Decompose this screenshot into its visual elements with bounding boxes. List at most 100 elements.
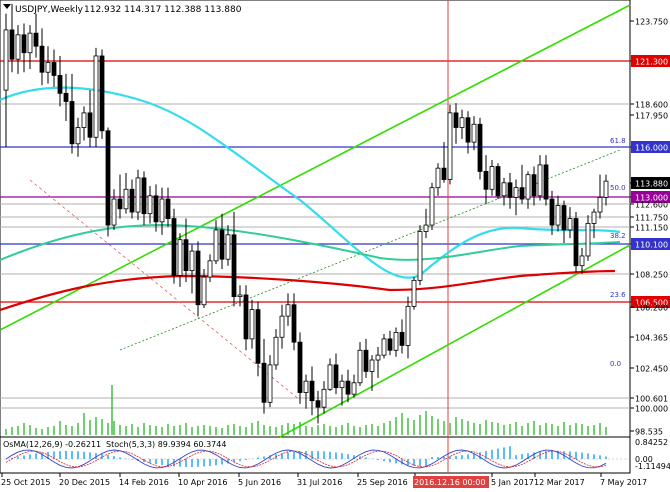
candle (567, 207, 573, 239)
candle (597, 174, 603, 219)
candle (357, 342, 363, 387)
candle (153, 184, 159, 232)
candle (303, 374, 309, 409)
price-axis-label: 110.100 (635, 241, 668, 250)
date-axis-label: 5 Jun 2016 (238, 478, 281, 487)
candle (483, 155, 489, 204)
candle (375, 347, 381, 378)
candle (591, 208, 597, 239)
candle (81, 106, 87, 141)
date-axis-label: 7 May 2017 (600, 478, 647, 487)
candle (225, 225, 231, 266)
candle (489, 160, 495, 196)
candle (243, 285, 249, 351)
price-axis-label: 100.000 (635, 405, 668, 414)
candle (477, 117, 483, 180)
price-axis-label: 111.750 (635, 214, 668, 223)
osma-label: OsMA(12,26,9) -0.26211 (3, 440, 101, 449)
dropdown-triangle-icon[interactable] (3, 4, 11, 9)
candle (135, 169, 141, 221)
chart-header: USDJPY,Weekly 112.932 114.317 112.388 11… (3, 2, 242, 15)
candle (393, 327, 399, 357)
candle (255, 301, 261, 377)
candle (51, 49, 57, 87)
fib-level-label: 0.0 (610, 360, 621, 368)
candle (237, 285, 243, 307)
price-axis-label: 116.000 (635, 144, 668, 153)
candle (171, 208, 177, 284)
candle (543, 155, 549, 206)
candle (213, 220, 219, 265)
candle (183, 218, 189, 282)
candle (117, 174, 123, 219)
candle (573, 212, 579, 273)
candle (321, 381, 327, 414)
candle (363, 338, 369, 378)
candle (525, 171, 531, 209)
date-axis-label: 25 Sep 2016 (357, 478, 408, 487)
candle (123, 173, 129, 214)
candle (207, 254, 213, 282)
candle (201, 268, 207, 308)
candle (399, 319, 405, 354)
candle (555, 195, 561, 232)
candle (531, 166, 537, 206)
candle (333, 353, 339, 395)
candle (9, 3, 15, 73)
candle (105, 127, 111, 237)
candle (435, 163, 441, 196)
candle (195, 241, 201, 317)
candle (45, 46, 51, 84)
candle (129, 179, 135, 219)
candle (495, 163, 501, 200)
candle (585, 215, 591, 261)
candle (549, 190, 555, 235)
candle (309, 366, 315, 416)
candle (501, 177, 507, 206)
candle (411, 277, 417, 310)
price-axis-label: 100.601 (635, 395, 668, 404)
candle (447, 104, 453, 185)
candle (513, 179, 519, 216)
price-axis-label: 118.600 (635, 101, 668, 110)
candle (471, 116, 477, 151)
candle (381, 334, 387, 359)
symbol-label: USDJPY,Weekly (15, 5, 84, 15)
candle (57, 55, 63, 107)
date-axis-label: 20 Dec 2015 (59, 478, 110, 487)
candle (459, 109, 465, 139)
indicator-axis-label: -1.11494 (635, 462, 670, 471)
date-axis-label: 25 Oct 2015 (1, 478, 50, 487)
candle (69, 73, 75, 154)
candle (63, 73, 69, 121)
price-axis-label: 106.200 (635, 304, 668, 313)
candle (189, 244, 195, 294)
candle (345, 369, 351, 403)
stoch-main-line (5, 449, 607, 469)
price-axis-label: 112.600 (635, 201, 668, 210)
candle (405, 296, 411, 359)
candle (27, 25, 33, 69)
fib-level-label: 38.2 (610, 232, 626, 240)
candle (39, 28, 45, 86)
candle (291, 293, 297, 351)
fib-level-label: 23.6 (610, 291, 626, 299)
indicator-axis-label: 0.00 (635, 455, 653, 464)
date-axis-label: 10 Apr 2016 (178, 478, 227, 487)
candle (75, 117, 81, 157)
price-axis-label: 111.150 (635, 224, 668, 233)
indicator-header: OsMA(12,26,9) -0.26211 Stoch(5,3,3) 89.9… (3, 440, 226, 449)
indicator-axis-label: 0.84252 (635, 438, 668, 447)
candle (249, 299, 255, 349)
candle (537, 155, 543, 201)
price-axis-label: 123.750 (635, 18, 668, 27)
candle (33, 8, 39, 58)
candle (159, 187, 165, 235)
fib-level-label: 50.0 (610, 184, 626, 192)
date-axis-label: 12 Mar 2017 (534, 478, 585, 487)
price-axis-label: 98.535 (635, 428, 663, 437)
candle (519, 164, 525, 204)
candle (267, 355, 273, 408)
